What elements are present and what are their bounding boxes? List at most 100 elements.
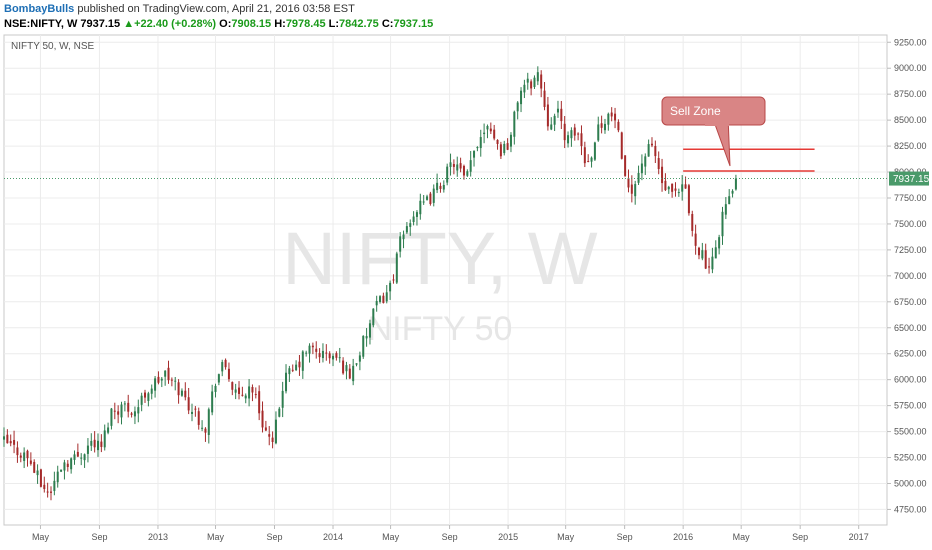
sell-zone-callout[interactable]: Sell Zone [661,96,766,167]
candle-body [66,463,69,467]
candle-body [607,113,610,125]
author-link[interactable]: BombayBulls [4,3,75,15]
candle-body [13,439,16,445]
last-price: 7937.15 [80,18,121,30]
close-label: C: [381,18,394,30]
candle-body [681,184,684,192]
candle-body [714,247,717,259]
candle-body [701,250,704,259]
candle-body [530,81,533,89]
x-tick-label: 2013 [148,532,168,542]
candle-body [16,447,19,456]
y-tick-label: 5750.00 [894,401,927,411]
published-text: published on TradingView.com, April 21, … [77,3,355,15]
candle-body [399,236,402,252]
sell-zone-lines[interactable] [683,148,815,172]
candle-body [174,380,177,382]
candle-body [170,379,173,381]
candle-body [432,188,435,203]
candle-body [197,411,200,425]
y-tick-label: 5500.00 [894,427,927,437]
candle-body [63,462,66,471]
candle-body [597,124,600,141]
candle-body [177,382,180,396]
candle-body [731,190,734,194]
low-value: 7842.75 [339,18,379,30]
y-tick-label: 7250.00 [894,245,927,255]
candle-body [684,184,687,189]
candle-body [661,166,664,184]
candle-body [469,160,472,172]
candle-body [33,461,36,473]
candle-body [23,452,26,461]
y-tick-label: 8500.00 [894,115,927,125]
candle-body [422,201,425,203]
candle-body [70,458,73,470]
x-tick-label: Sep [442,532,458,542]
candle-body [167,367,170,381]
candle-body [694,233,697,246]
candle-body [241,394,244,396]
candle-body [258,391,261,414]
candle-body [187,397,190,411]
candle-body [231,382,234,390]
candle-body [650,143,653,146]
candle-body [164,370,167,377]
candle-body [348,368,351,379]
candle-body [506,143,509,150]
candle-body [550,124,553,130]
candle-body [402,234,405,240]
grid-lines [4,35,887,525]
y-tick-label: 6000.00 [894,375,927,385]
candle-body [563,123,566,141]
candle-body [499,144,502,157]
candle-body [657,158,660,170]
candle-body [627,178,630,188]
candle-body [724,204,727,215]
candle-body [509,134,512,147]
x-tick-label: Sep [267,532,283,542]
candle-body [379,296,382,302]
candle-body [93,439,96,448]
candle-body [221,362,224,372]
y-tick-label: 6250.00 [894,349,927,359]
candle-body [449,162,452,167]
candle-body [110,408,113,426]
candle-body [86,445,89,454]
candle-body [180,390,183,396]
price-axis[interactable]: 4750.00 5000.00 5250.00 5500.00 5750.00 6000.… [887,37,927,514]
candle-body [456,164,459,171]
candle-body [238,387,241,394]
x-tick-label: 2016 [673,532,693,542]
candle-body [486,126,489,130]
candle-body [546,104,549,127]
candle-body [127,402,130,412]
candle-body [281,390,284,408]
candle-body [429,193,432,204]
candle-body [540,74,543,89]
candle-body [133,411,136,417]
y-tick-label: 8250.00 [894,141,927,151]
candle-body [288,368,291,375]
candle-body [382,295,385,303]
candle-body [442,184,445,190]
candle-body [697,247,700,256]
candle-body [328,353,331,359]
candle-body [295,364,298,371]
price-chart[interactable]: NIFTY, W NIFTY 50 NIFTY 50, W, NSE Sell … [0,34,932,550]
candle-body [308,345,311,354]
candle-body [610,112,613,117]
candle-body [721,211,724,237]
candle-body [191,411,194,414]
time-axis[interactable]: May Sep 2013 May Sep 2014 May Sep 2015 May Sep 2016… [32,525,869,542]
candle-body [466,171,469,176]
candle-body [671,183,674,192]
candle-body [536,72,539,82]
candle-body [227,368,230,380]
symbol-label: NSE:NIFTY, W [4,18,78,30]
candle-body [419,200,422,215]
candle-body [217,374,220,383]
x-tick-label: May [733,532,751,542]
candle-body [207,409,210,435]
candle-body [567,135,570,144]
